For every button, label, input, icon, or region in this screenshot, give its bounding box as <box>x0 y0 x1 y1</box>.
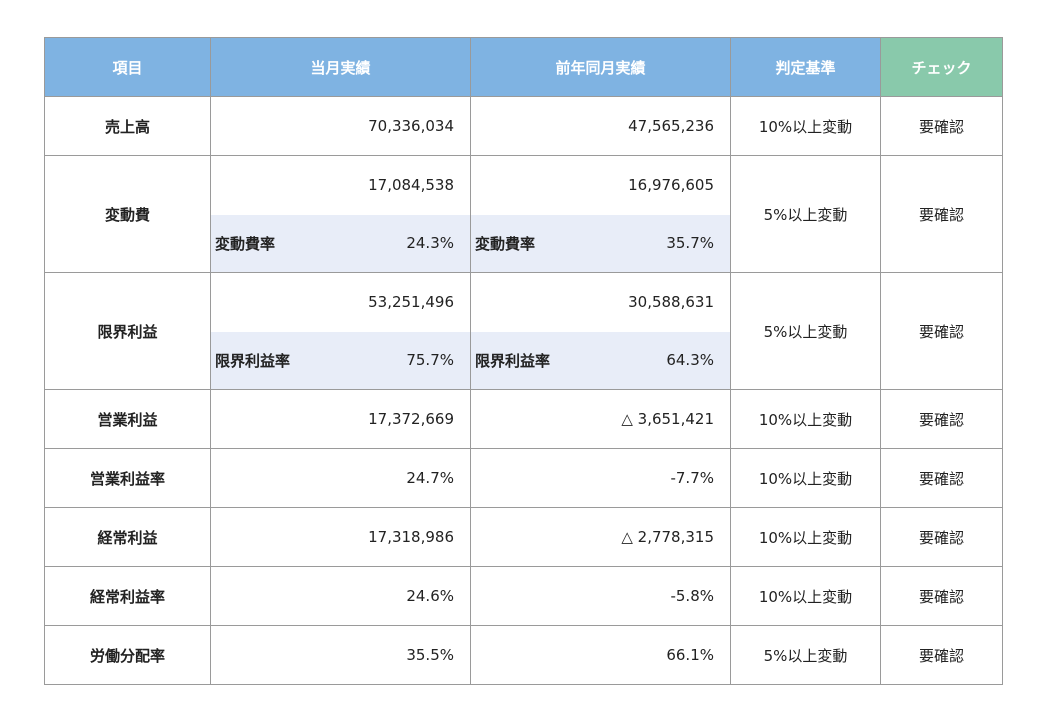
current-value: 70,336,034 <box>210 96 471 156</box>
previous-value: 66.1% <box>470 625 731 685</box>
criteria-value: 10%以上変動 <box>730 566 881 626</box>
table-row-operating-margin: 営業利益率 24.7% -7.7% 10%以上変動 要確認 <box>44 448 1003 508</box>
previous-rate-cell: 変動費率 35.7% <box>470 214 731 273</box>
check-value: 要確認 <box>880 507 1003 567</box>
row-item-label: 労働分配率 <box>44 625 211 685</box>
header-criteria: 判定基準 <box>730 37 881 97</box>
check-value: 要確認 <box>880 448 1003 508</box>
header-row: 項目 当月実績 前年同月実績 判定基準 チェック <box>44 37 1003 97</box>
check-value: 要確認 <box>880 625 1003 685</box>
table-row-marginal-profit-rate: 限界利益率 75.7% 限界利益率 64.3% <box>45 331 1003 390</box>
criteria-value: 10%以上変動 <box>730 96 881 156</box>
header-check: チェック <box>880 37 1003 97</box>
criteria-value: 10%以上変動 <box>730 507 881 567</box>
current-value: 53,251,496 <box>210 272 471 332</box>
check-value: 要確認 <box>880 389 1003 449</box>
row-item-label: 限界利益 <box>44 272 211 390</box>
rate-label: 限界利益率 <box>475 351 551 370</box>
previous-value: 30,588,631 <box>470 272 731 332</box>
previous-value: △ 3,651,421 <box>470 389 731 449</box>
row-item-label: 営業利益 <box>44 389 211 449</box>
check-value: 要確認 <box>880 566 1003 626</box>
current-value: 17,318,986 <box>210 507 471 567</box>
criteria-value: 10%以上変動 <box>730 448 881 508</box>
previous-value: 47,565,236 <box>470 96 731 156</box>
check-value: 要確認 <box>880 155 1003 273</box>
previous-value: △ 2,778,315 <box>470 507 731 567</box>
previous-value: -7.7% <box>470 448 731 508</box>
current-value: 17,372,669 <box>210 389 471 449</box>
rate-label: 変動費率 <box>215 234 276 253</box>
previous-value: 16,976,605 <box>470 155 731 215</box>
previous-value: -5.8% <box>470 566 731 626</box>
current-rate-value: 24.3% <box>406 234 454 253</box>
table-row-variable-cost: 変動費 17,084,538 16,976,605 5%以上変動 要確認 <box>44 155 1003 273</box>
current-value: 24.6% <box>210 566 471 626</box>
row-item-label: 経常利益率 <box>44 566 211 626</box>
rate-label: 変動費率 <box>475 234 536 253</box>
table-row-marginal-profit: 限界利益 53,251,496 30,588,631 5%以上変動 要確認 <box>44 272 1003 390</box>
table-row-ordinary-margin: 経常利益率 24.6% -5.8% 10%以上変動 要確認 <box>44 566 1003 626</box>
previous-rate-value: 35.7% <box>666 234 714 253</box>
criteria-value: 5%以上変動 <box>730 272 881 390</box>
header-current: 当月実績 <box>210 37 471 97</box>
current-rate-cell: 変動費率 24.3% <box>210 214 471 273</box>
table-row-sales: 売上高 70,336,034 47,565,236 10%以上変動 要確認 <box>44 96 1003 156</box>
current-value: 24.7% <box>210 448 471 508</box>
row-item-label: 経常利益 <box>44 507 211 567</box>
criteria-value: 10%以上変動 <box>730 389 881 449</box>
previous-rate-value: 64.3% <box>666 351 714 370</box>
criteria-value: 5%以上変動 <box>730 155 881 273</box>
check-value: 要確認 <box>880 96 1003 156</box>
check-table: 項目 当月実績 前年同月実績 判定基準 チェック 売上高 70,336,034 … <box>44 37 1003 685</box>
check-value: 要確認 <box>880 272 1003 390</box>
row-item-label: 売上高 <box>44 96 211 156</box>
current-rate-value: 75.7% <box>406 351 454 370</box>
row-item-label: 営業利益率 <box>44 448 211 508</box>
table-row-operating-profit: 営業利益 17,372,669 △ 3,651,421 10%以上変動 要確認 <box>44 389 1003 449</box>
criteria-value: 5%以上変動 <box>730 625 881 685</box>
current-value: 17,084,538 <box>210 155 471 215</box>
current-value: 35.5% <box>210 625 471 685</box>
previous-rate-cell: 限界利益率 64.3% <box>470 331 731 390</box>
header-previous: 前年同月実績 <box>470 37 731 97</box>
table-row-labor-share: 労働分配率 35.5% 66.1% 5%以上変動 要確認 <box>44 625 1003 685</box>
row-item-label: 変動費 <box>44 155 211 273</box>
table-row-ordinary-profit: 経常利益 17,318,986 △ 2,778,315 10%以上変動 要確認 <box>44 507 1003 567</box>
current-rate-cell: 限界利益率 75.7% <box>210 331 471 390</box>
header-item: 項目 <box>44 37 211 97</box>
rate-label: 限界利益率 <box>215 351 291 370</box>
